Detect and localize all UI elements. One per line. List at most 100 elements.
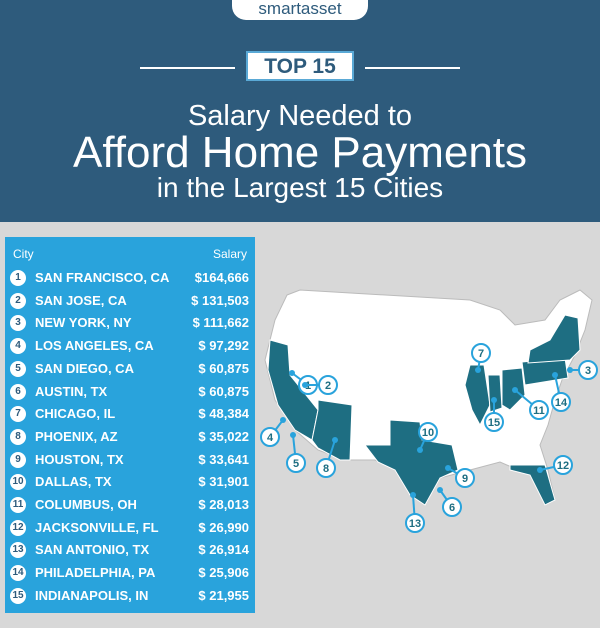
city: NEW YORK, NY <box>35 315 132 331</box>
table-row: 6 AUSTIN, TX $ 60,875 <box>5 382 255 402</box>
title-line: Afford Home Payments <box>72 128 528 177</box>
rank-badge: 8 <box>10 428 26 445</box>
pin-dot <box>289 370 295 376</box>
pin-dot <box>410 492 416 498</box>
pin-label: 15 <box>488 417 500 429</box>
pin-dot <box>417 447 423 453</box>
pin-dot <box>290 432 296 438</box>
pin <box>260 427 280 447</box>
header: smartasset TOP 15 Salary Needed to Affor… <box>0 0 600 222</box>
pin-dot <box>491 397 497 403</box>
pin-label: 5 <box>293 458 299 470</box>
rank-badge: 13 <box>10 542 26 559</box>
pin-label: 4 <box>267 432 274 444</box>
rank-badge: 7 <box>10 406 26 423</box>
rank-badge: 14 <box>10 565 26 582</box>
city: JACKSONVILLE, FL <box>35 519 159 535</box>
pin <box>553 455 573 475</box>
salary: $ 28,013 <box>198 497 249 512</box>
city: CHICAGO, IL <box>35 406 116 422</box>
pin-label: 11 <box>533 405 545 417</box>
pin-dot <box>552 372 558 378</box>
table-row: 3 NEW YORK, NY $ 111,662 <box>5 313 255 333</box>
rank-badge: 2 <box>10 292 26 309</box>
city: AUSTIN, TX <box>35 383 108 399</box>
city: INDIANAPOLIS, IN <box>35 587 149 603</box>
rank-badge: 11 <box>10 497 26 513</box>
salary: $ 97,292 <box>198 338 249 354</box>
pin <box>405 513 425 533</box>
pin-dot <box>475 367 481 373</box>
salary: $ 131,503 <box>191 292 249 308</box>
pin <box>471 343 491 363</box>
salary: $ 60,875 <box>198 360 249 376</box>
rank-badge: 3 <box>10 315 26 332</box>
brand-logo: smartasset <box>232 0 368 20</box>
table-header: City <box>13 247 34 261</box>
rank-badge: 5 <box>10 360 26 377</box>
pin-dot <box>437 487 443 493</box>
table-row: 2 SAN JOSE, CA $ 131,503 <box>5 291 255 311</box>
table-row: 9 HOUSTON, TX $ 33,641 <box>5 450 255 470</box>
title-line: Salary Needed to <box>187 100 413 132</box>
pin-label: 14 <box>555 397 568 409</box>
pin <box>455 468 475 488</box>
pin-label: 13 <box>409 518 421 530</box>
table-row: 1 SAN FRANCISCO, CA $164,666 <box>5 268 255 288</box>
table-row: 5 SAN DIEGO, CA $ 60,875 <box>5 359 255 379</box>
salary: $ 33,641 <box>198 451 249 467</box>
salary: $ 26,914 <box>198 542 249 558</box>
salary: $164,666 <box>194 270 249 285</box>
rank-badge: 1 <box>10 270 26 286</box>
salary: $ 25,906 <box>198 565 249 581</box>
pin <box>551 392 571 412</box>
pin-dot <box>332 437 338 443</box>
city: SAN ANTONIO, TX <box>35 542 150 558</box>
city: HOUSTON, TX <box>35 451 124 467</box>
table-header: Salary <box>212 247 247 261</box>
pin-dot <box>567 367 573 373</box>
table-row: 8 PHOENIX, AZ $ 35,022 <box>5 427 255 447</box>
city: SAN DIEGO, CA <box>35 360 134 376</box>
table-row: 12 JACKSONVILLE, FL $ 26,990 <box>5 518 255 538</box>
pin <box>316 458 336 478</box>
pin-dot <box>280 417 286 423</box>
city: SAN JOSE, CA <box>35 292 127 308</box>
rank-badge: 6 <box>10 383 26 400</box>
table: City Salary 1 SAN FRANCISCO, CA $164,666 2 S… <box>5 237 255 613</box>
table-row: 4 LOS ANGELES, CA $ 97,292 <box>5 336 255 356</box>
pin <box>286 453 306 473</box>
rule <box>365 67 460 69</box>
pin <box>578 360 598 380</box>
salary: $ 35,022 <box>198 428 249 444</box>
salary: $ 111,662 <box>192 315 249 331</box>
rank-badge: 9 <box>10 451 26 468</box>
table-row: 14 PHILADELPHIA, PA $ 25,906 <box>5 563 255 583</box>
pin-label: 2 <box>325 380 331 392</box>
pin-label: 9 <box>462 473 468 485</box>
salary: $ 60,875 <box>198 383 249 399</box>
pin-label: 10 <box>422 427 434 439</box>
table-row: 10 DALLAS, TX $ 31,901 <box>5 472 255 492</box>
pin <box>418 422 438 442</box>
salary: $ 31,901 <box>198 474 249 490</box>
table-row: 11 COLUMBUS, OH $ 28,013 <box>5 495 255 515</box>
pin-dot <box>445 465 451 471</box>
salary: $ 26,990 <box>198 519 249 535</box>
city: COLUMBUS, OH <box>35 497 137 512</box>
pin-dot <box>512 387 518 393</box>
rank-badge: 15 <box>10 587 26 604</box>
pin-label: 7 <box>478 348 484 360</box>
city: PHILADELPHIA, PA <box>35 565 156 581</box>
city: SAN FRANCISCO, CA <box>35 270 170 285</box>
rank-badge: 10 <box>10 474 26 491</box>
city: DALLAS, TX <box>35 474 112 490</box>
table-row: 15 INDIANAPOLIS, IN $ 21,955 <box>5 586 255 606</box>
pin-label: 8 <box>323 463 329 475</box>
pin <box>529 400 549 420</box>
city: LOS ANGELES, CA <box>35 338 154 354</box>
salary: $ 48,384 <box>198 406 249 422</box>
title-line: in the Largest 15 Cities <box>156 172 444 203</box>
pin <box>318 375 338 395</box>
